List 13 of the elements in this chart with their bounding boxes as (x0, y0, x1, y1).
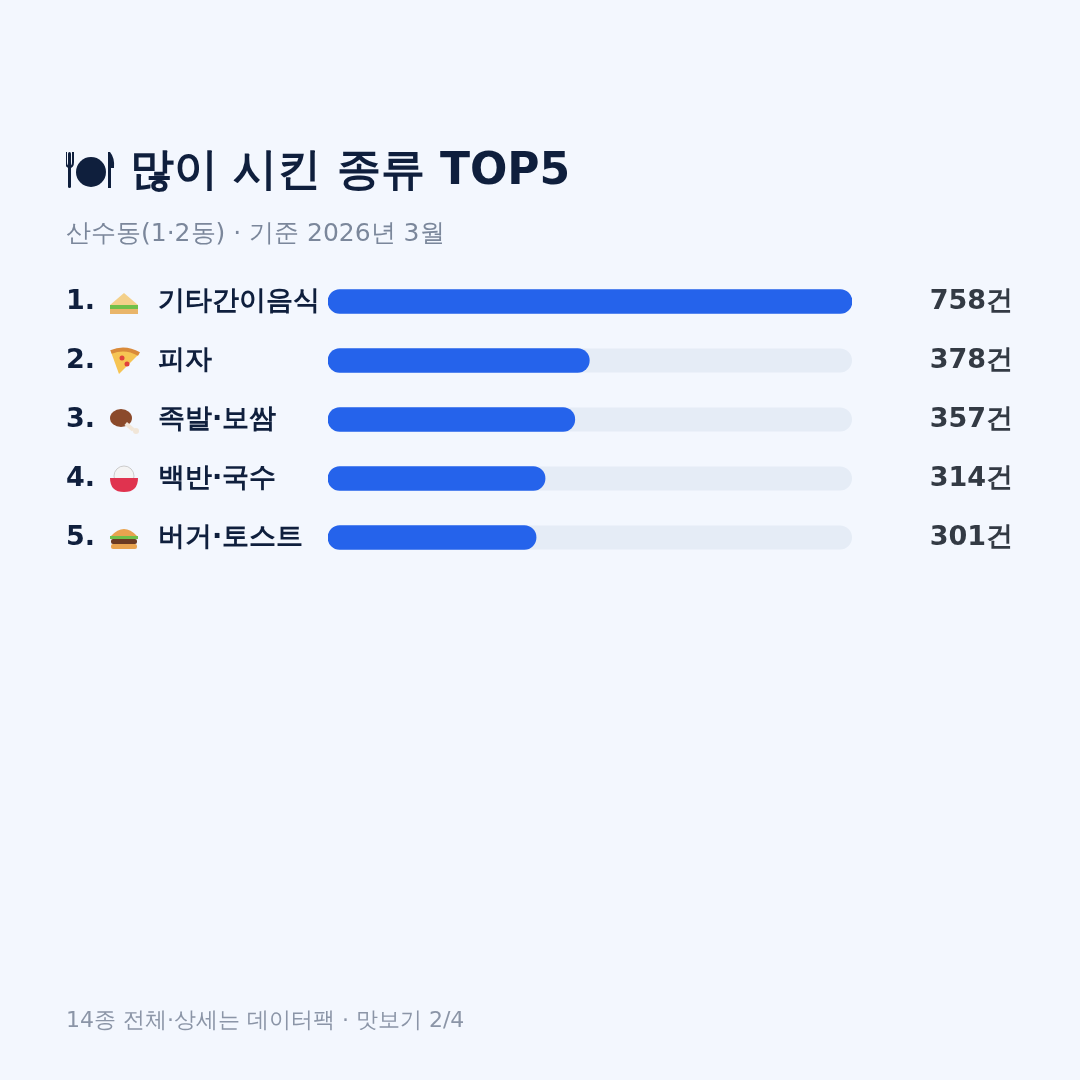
category-label: 2. 피자 (66, 342, 212, 374)
data-label: 357건 (929, 401, 1013, 433)
chart-title: 많이 시킨 종류 TOP5 (130, 142, 571, 196)
chart-subtitle: 산수동(1·2동) · 기준 2026년 3월 (66, 217, 445, 249)
text: 14종 전체·상세는 데이터팩 · 맛보기 2/4 (66, 1006, 465, 1034)
data-label: 314건 (929, 460, 1013, 492)
data-label: 301건 (929, 519, 1013, 551)
category-label: 4. 백반·국수 (66, 460, 277, 492)
data-label: 758건 (929, 283, 1013, 315)
category-label: 3. 족발·보쌈 (66, 401, 277, 433)
category-label: 1. 기타간이음식 (66, 283, 320, 315)
data-label: 378건 (929, 342, 1013, 374)
category-label: 5. 버거·토스트 (66, 519, 304, 551)
